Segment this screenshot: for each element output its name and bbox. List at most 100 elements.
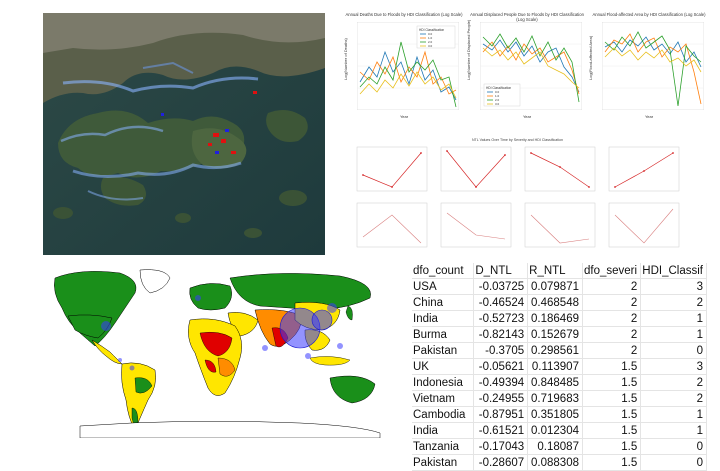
table-cell[interactable]: -0.03725 (473, 278, 529, 295)
table-row: Cambodia -0.87951 0.351805 1.5 1 (412, 406, 707, 423)
table-row: Pakistan -0.3705 0.298561 2 0 (412, 342, 707, 359)
table-cell[interactable]: 2 (582, 294, 642, 311)
table-cell[interactable]: 0.18087 (527, 438, 583, 455)
column-header[interactable]: D_NTL (473, 263, 529, 279)
table-cell[interactable]: -0.87951 (473, 406, 529, 423)
subplot (356, 202, 428, 248)
table-cell[interactable]: -0.46524 (473, 294, 529, 311)
table-cell[interactable]: -0.52723 (473, 310, 529, 327)
table-cell[interactable]: 2 (640, 390, 707, 407)
table-cell[interactable]: 2 (582, 326, 642, 343)
table-cell[interactable]: Pakistan (412, 342, 475, 359)
table-cell[interactable]: UK (412, 358, 475, 375)
ntl-severity-grid: NTL Values Over Time by Severity and HDI… (345, 138, 690, 258)
table-cell[interactable]: USA (412, 278, 475, 295)
grid-title: NTL Values Over Time by Severity and HDI… (471, 138, 564, 142)
table-cell[interactable]: 1.5 (582, 374, 642, 391)
table-cell[interactable]: 0.088308 (527, 454, 583, 471)
table-cell[interactable]: 0.113907 (527, 358, 583, 375)
line-gray (446, 212, 506, 240)
table-cell[interactable]: 0.719683 (527, 390, 583, 407)
table-cell[interactable]: 1.5 (582, 454, 642, 471)
legend-item: 2.0 (428, 40, 433, 44)
line-gray (614, 208, 674, 244)
series-line-0 (359, 50, 457, 101)
table-cell[interactable]: Vietnam (412, 390, 475, 407)
legend-item: 2.0 (495, 98, 500, 102)
subplot (440, 202, 512, 248)
table-cell[interactable]: 1 (640, 422, 707, 439)
subplot (524, 146, 596, 192)
table-cell[interactable]: 2 (582, 310, 642, 327)
table-cell[interactable]: Cambodia (412, 406, 475, 423)
table-cell[interactable]: 3 (640, 278, 707, 295)
y-axis-label: Log(Number of Displaced People) (466, 19, 471, 80)
table-cell[interactable]: -0.49394 (473, 374, 529, 391)
table-cell[interactable]: 0 (640, 438, 707, 455)
satellite-flood-image (43, 13, 325, 255)
table-cell[interactable]: India (412, 422, 475, 439)
table-cell[interactable]: 2 (640, 374, 707, 391)
table-cell[interactable]: 0.351805 (527, 406, 583, 423)
table-cell[interactable]: -0.24955 (473, 390, 529, 407)
series-line-0 (604, 36, 702, 68)
column-header[interactable]: dfo_count (412, 263, 475, 279)
table-cell[interactable]: 0.012304 (527, 422, 583, 439)
table-cell[interactable]: Indonesia (412, 374, 475, 391)
table-cell[interactable]: 1.5 (582, 438, 642, 455)
column-header[interactable]: HDI_Classif (640, 263, 707, 279)
table-cell[interactable]: 0 (640, 342, 707, 359)
chart-legend: HDI Classification 0.0 1.0 2.0 3.0 (483, 83, 521, 107)
table-cell[interactable]: India (412, 310, 475, 327)
x-axis-label: Year (522, 114, 532, 119)
table-cell[interactable]: 1 (640, 310, 707, 327)
table-cell[interactable]: 0.152679 (527, 326, 583, 343)
table-cell[interactable]: -0.82143 (473, 326, 529, 343)
table-cell[interactable]: 2 (582, 342, 642, 359)
table-cell[interactable]: 1.5 (582, 406, 642, 423)
table-cell[interactable]: 2 (640, 294, 707, 311)
subplot (608, 202, 680, 248)
table-cell[interactable]: 0.186469 (527, 310, 583, 327)
table-cell[interactable]: Pakistan (412, 454, 475, 471)
table-cell[interactable]: China (412, 294, 475, 311)
table-cell[interactable]: Tanzania (412, 438, 475, 455)
column-header[interactable]: dfo_severi (582, 263, 642, 279)
table-cell[interactable]: 3 (640, 358, 707, 375)
series-line-3 (482, 47, 580, 89)
table-cell[interactable]: -0.3705 (473, 342, 529, 359)
data-table: dfo_count D_NTL R_NTL dfo_severi HDI_Cla… (412, 263, 707, 471)
table-header-row: dfo_count D_NTL R_NTL dfo_severi HDI_Cla… (412, 263, 707, 279)
table-cell[interactable]: 0.468548 (527, 294, 583, 311)
table-cell[interactable]: 0 (640, 454, 707, 471)
series-line-3 (604, 47, 702, 73)
table-cell[interactable]: 1 (640, 406, 707, 423)
table-cell[interactable]: 0.298561 (527, 342, 583, 359)
subplot (524, 202, 596, 248)
y-axis-label: Log(Flood-affected Area) (588, 35, 593, 80)
subplot (608, 146, 680, 192)
table-cell[interactable]: 2 (582, 278, 642, 295)
series-line-1 (482, 41, 580, 95)
series-line-1 (359, 50, 457, 95)
y-axis-label: Log(Number of Deaths) (343, 38, 348, 80)
table-cell[interactable]: 1 (640, 326, 707, 343)
table-cell[interactable]: -0.61521 (473, 422, 529, 439)
table-cell[interactable]: Burma (412, 326, 475, 343)
legend-item: 3.0 (495, 102, 500, 106)
world-map (40, 268, 385, 439)
x-axis-label: Year (399, 114, 409, 119)
x-axis-label: Year (644, 114, 654, 119)
table-cell[interactable]: 0.079871 (527, 278, 583, 295)
table-cell[interactable]: -0.28607 (473, 454, 529, 471)
table-cell[interactable]: 1.5 (582, 358, 642, 375)
table-cell[interactable]: -0.05621 (473, 358, 529, 375)
table-row: India -0.52723 0.186469 2 1 (412, 310, 707, 327)
series-line-1 (604, 33, 702, 105)
table-cell[interactable]: 1.5 (582, 422, 642, 439)
legend-title: HDI Classification (419, 28, 444, 32)
column-header[interactable]: R_NTL (527, 263, 583, 279)
table-cell[interactable]: 1.5 (582, 390, 642, 407)
table-cell[interactable]: -0.17043 (473, 438, 529, 455)
table-cell[interactable]: 0.848485 (527, 374, 583, 391)
